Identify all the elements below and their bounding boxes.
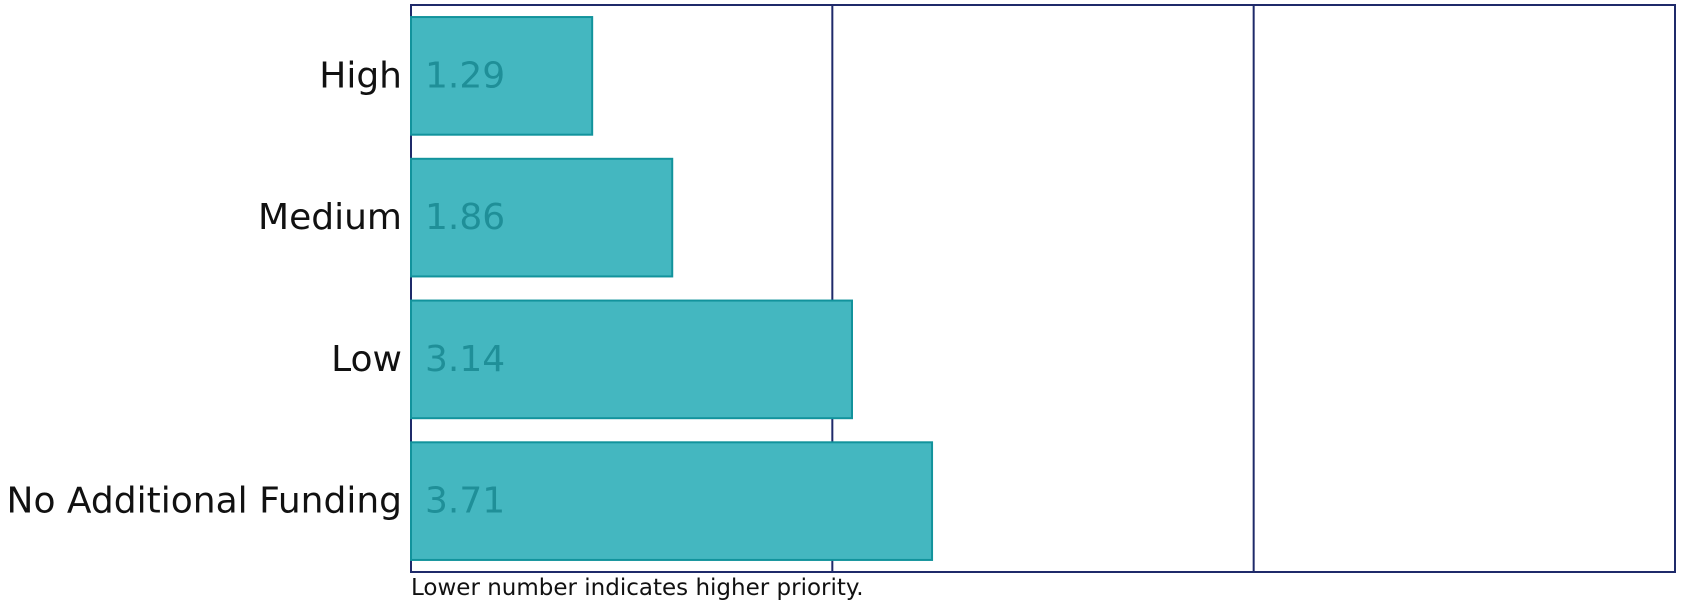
category-label: High xyxy=(319,55,402,96)
chart-note: Lower number indicates higher priority. xyxy=(411,575,864,601)
category-label: No Additional Funding xyxy=(7,481,402,522)
bar xyxy=(410,441,934,561)
bar-value-label: 1.29 xyxy=(425,55,505,96)
plot-frame xyxy=(410,4,1676,573)
bar xyxy=(410,16,594,136)
bar-value-label: 1.86 xyxy=(425,197,505,238)
category-label: Medium xyxy=(258,197,402,238)
bar-value-label: 3.14 xyxy=(425,339,505,380)
category-label: Low xyxy=(331,339,402,380)
bar-value-label: 3.71 xyxy=(425,481,505,522)
bar xyxy=(410,157,674,278)
bar xyxy=(410,299,853,420)
